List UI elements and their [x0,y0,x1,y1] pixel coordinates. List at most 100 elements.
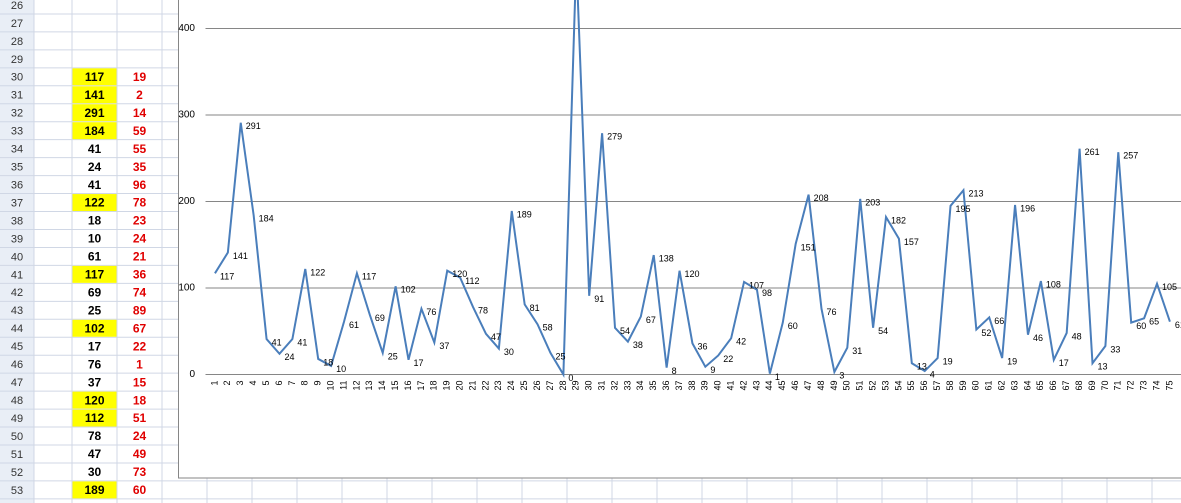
cell-value: 41 [88,178,102,192]
data-label: 33 [1110,344,1120,354]
data-label: 0 [568,373,573,383]
cell-value-red: 36 [133,268,147,282]
data-label: 42 [736,337,746,347]
x-tick-label: 36 [661,381,671,391]
data-label: 76 [426,307,436,317]
x-tick-label: 6 [274,381,284,386]
x-tick-label: 61 [984,381,994,391]
y-tick-label: 0 [189,369,195,380]
cell-value-red: 24 [133,232,147,246]
data-label: 120 [452,269,467,279]
cell-value: 17 [88,339,102,353]
data-label: 3 [839,370,844,380]
x-tick-label: 62 [997,381,1007,391]
x-tick-label: 11 [338,381,348,390]
data-label: 76 [826,307,836,317]
data-label: 98 [762,288,772,298]
x-tick-label: 23 [493,381,503,391]
x-tick-label: 67 [1061,381,1071,391]
highlight-cell [72,122,117,140]
data-label: 61 [349,320,359,330]
x-tick-label: 41 [726,381,736,391]
highlight-cell [72,104,117,122]
x-tick-label: 59 [958,381,968,391]
data-label: 203 [865,197,880,207]
highlight-cell [72,391,117,409]
cell-value-red: 49 [133,447,147,461]
chart-area [178,0,1181,479]
x-tick-label: 46 [790,381,800,391]
row-number: 33 [11,126,23,138]
x-tick-label: 50 [842,381,852,391]
cell-value-red: 2 [136,88,143,102]
cell-value: 184 [84,124,104,138]
data-label: 65 [1149,317,1159,327]
cell-value-red: 18 [133,393,147,407]
cell-value: 24 [88,160,102,174]
data-label: 117 [362,272,376,282]
data-label: 195 [956,204,971,214]
x-tick-label: 72 [1126,381,1136,391]
data-label: 189 [517,209,532,219]
data-label: 257 [1123,151,1138,161]
highlight-cell [72,481,117,499]
row-number: 43 [11,305,23,317]
data-label: 9 [710,365,715,375]
row-number: 32 [11,108,23,120]
data-label: 41 [297,337,307,347]
data-label: 13 [917,362,927,372]
row-number: 36 [11,179,23,191]
cell-value: 141 [84,88,104,102]
x-tick-label: 3 [235,381,245,386]
data-label: 1 [775,372,780,382]
row-number: 27 [11,18,23,30]
data-label: 78 [478,305,488,315]
data-label: 52 [981,328,991,338]
x-tick-label: 73 [1138,381,1148,391]
x-tick-label: 66 [1048,381,1058,391]
data-label: 25 [555,351,565,361]
cell-value: 117 [85,70,105,84]
cell-value-red: 21 [133,250,147,264]
x-tick-label: 75 [1164,381,1174,391]
data-label: 157 [904,237,919,247]
cell-value-red: 23 [133,214,147,228]
row-number: 38 [11,215,23,227]
x-tick-label: 45 [777,381,787,391]
x-tick-label: 65 [1035,381,1045,391]
row-number: 30 [11,72,23,84]
data-label: 10 [336,364,346,374]
x-tick-label: 20 [455,381,465,391]
data-label: 17 [414,358,424,368]
data-label: 37 [439,341,449,351]
row-number: 44 [11,323,23,335]
cell-value: 10 [88,232,102,246]
data-label: 58 [543,323,553,333]
data-label: 47 [491,332,501,342]
cell-value: 47 [88,447,102,461]
data-label: 4 [930,369,935,379]
data-label: 213 [968,189,983,199]
highlight-cell [72,86,117,104]
cell-value: 61 [88,250,102,264]
data-label: 54 [878,326,888,336]
cell-value-red: 55 [133,142,147,156]
x-tick-label: 26 [532,381,542,391]
x-tick-label: 33 [622,381,632,391]
cell-value-red: 24 [133,429,147,443]
x-tick-label: 5 [261,381,271,386]
x-tick-label: 74 [1151,381,1161,391]
x-tick-label: 15 [390,381,400,391]
data-label: 141 [233,251,248,261]
x-tick-label: 16 [403,381,413,391]
data-label: 69 [375,313,385,323]
x-tick-label: 60 [971,381,981,391]
row-number: 26 [11,0,23,12]
data-label: 17 [1059,358,1069,368]
x-tick-label: 39 [700,381,710,391]
cell-value-red: 96 [133,178,147,192]
cell-value: 30 [88,465,102,479]
data-label: 66 [994,316,1004,326]
data-label: 24 [284,352,294,362]
